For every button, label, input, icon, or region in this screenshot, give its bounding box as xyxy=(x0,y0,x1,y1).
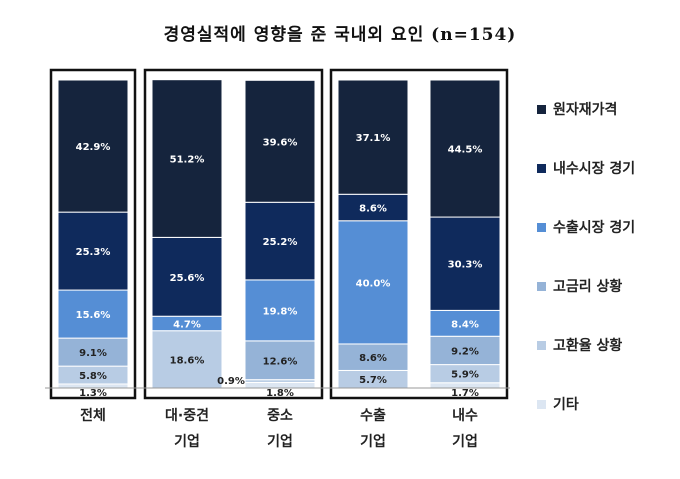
bar-segment xyxy=(57,289,129,339)
legend-label: 기타 xyxy=(553,397,579,413)
data-label: 42.9% xyxy=(76,142,111,153)
data-label: 8.4% xyxy=(451,319,479,330)
bar-segment xyxy=(244,340,316,381)
data-label: 1.8% xyxy=(266,388,294,399)
legend-label: 내수시장 경기 xyxy=(553,160,635,177)
group-box-1 xyxy=(49,68,137,400)
bar-segment xyxy=(57,337,129,367)
x-tick-label: 기업 xyxy=(360,434,386,450)
legend-label: 원자재가격 xyxy=(553,101,617,118)
legend-swatch xyxy=(537,223,546,232)
data-label: 30.3% xyxy=(448,260,483,271)
legend-label: 수출시장 경기 xyxy=(553,219,635,236)
data-label: 25.2% xyxy=(263,237,298,248)
group-box-3 xyxy=(329,68,509,400)
bar-segment xyxy=(429,335,501,366)
bar-segment xyxy=(151,79,223,238)
data-label: 44.5% xyxy=(448,145,483,156)
data-label: 0.9% xyxy=(217,376,245,387)
legend-swatch xyxy=(537,164,546,173)
data-label: 4.7% xyxy=(173,319,201,330)
x-tick-label: 전체 xyxy=(80,407,106,424)
x-tick-label: 대·중견 xyxy=(165,407,209,424)
data-label: 9.2% xyxy=(451,346,479,357)
bar-segment xyxy=(429,79,501,218)
bar-segment xyxy=(57,79,129,213)
data-label: 25.3% xyxy=(76,247,111,258)
bar-segment xyxy=(151,330,223,389)
data-label: 8.6% xyxy=(359,353,387,364)
data-label: 1.7% xyxy=(451,388,479,399)
legend-label: 고환율 상황 xyxy=(553,337,622,354)
x-tick-label: 기업 xyxy=(267,434,293,450)
data-label: 37.1% xyxy=(356,133,391,144)
bar-segment xyxy=(337,193,409,222)
x-tick-label: 수출 xyxy=(360,407,386,424)
x-tick-label: 기업 xyxy=(452,434,478,450)
bar-segment xyxy=(337,220,409,345)
data-label: 5.9% xyxy=(451,370,479,381)
data-label: 1.3% xyxy=(79,388,107,399)
bar-segment xyxy=(244,79,316,203)
data-label: 9.1% xyxy=(79,348,107,359)
legend-swatch xyxy=(537,341,546,350)
data-label: 18.6% xyxy=(170,355,205,366)
bar-segment xyxy=(337,79,409,195)
legend-label: 고금리 상황 xyxy=(553,278,622,295)
data-label: 12.6% xyxy=(263,356,298,367)
bar-segment xyxy=(429,309,501,337)
group-box-2 xyxy=(143,68,324,400)
data-label: 5.8% xyxy=(79,371,107,382)
data-label: 40.0% xyxy=(356,278,391,289)
chart-title: 경영실적에 영향을 준 국내외 요인 (n=154) xyxy=(163,25,517,45)
data-label: 8.6% xyxy=(359,204,387,215)
bar-segment xyxy=(244,279,316,342)
data-label: 15.6% xyxy=(76,310,111,321)
legend-swatch xyxy=(537,282,546,291)
x-tick-label: 내수 xyxy=(452,408,478,424)
bar-segment xyxy=(429,216,501,311)
x-tick-label: 중소 xyxy=(267,408,293,424)
legend-swatch xyxy=(537,105,546,114)
data-label: 19.8% xyxy=(263,306,298,317)
legend-swatch xyxy=(537,400,546,409)
bar-segment xyxy=(244,201,316,281)
data-label: 5.7% xyxy=(359,375,387,386)
x-tick-label: 기업 xyxy=(174,434,200,450)
data-label: 39.6% xyxy=(263,137,298,148)
data-label: 25.6% xyxy=(170,273,205,284)
data-label: 51.2% xyxy=(170,155,205,166)
